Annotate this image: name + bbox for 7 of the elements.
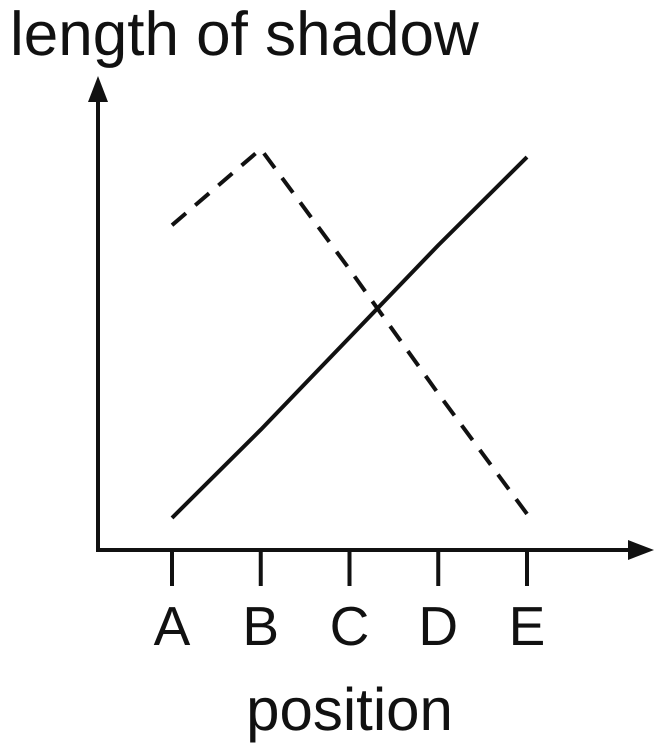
x-tick-label: A [154, 595, 191, 657]
x-axis-title: position [246, 676, 453, 743]
y-axis-title: length of shadow [10, 0, 480, 69]
x-tick-label: D [418, 595, 458, 657]
x-tick-label: B [242, 595, 280, 657]
x-tick-label: C [330, 595, 370, 657]
x-tick-label: E [508, 595, 546, 657]
